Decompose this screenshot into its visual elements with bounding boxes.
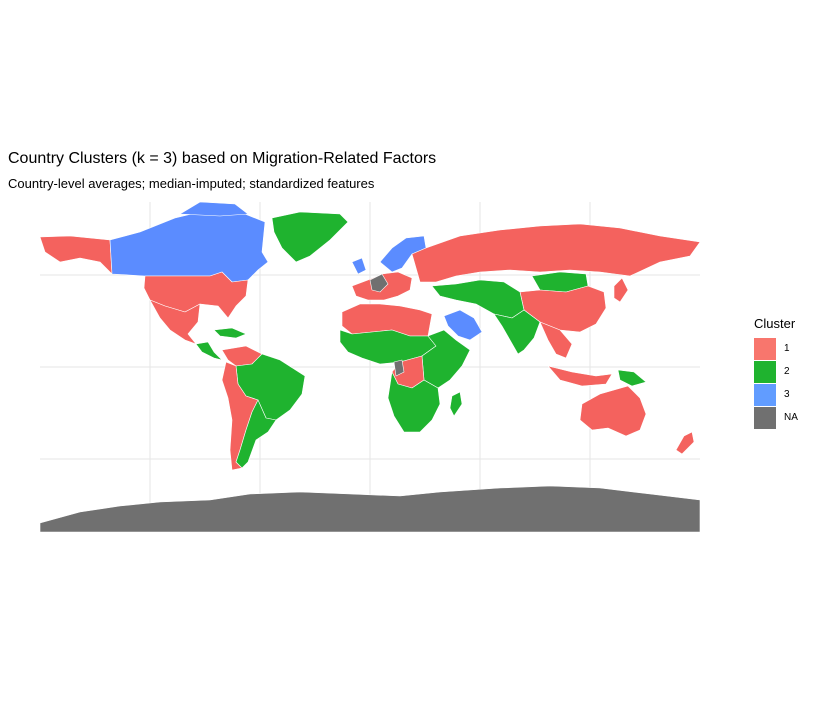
region-antarctica bbox=[39, 485, 701, 533]
legend-label-1: 1 bbox=[784, 343, 790, 354]
region-japan bbox=[613, 277, 629, 303]
region-germany bbox=[369, 273, 389, 293]
region-canada bbox=[109, 211, 269, 283]
chart-title: Country Clusters (k = 3) based on Migrat… bbox=[8, 150, 437, 167]
region-russia bbox=[411, 223, 701, 283]
region-new-guinea bbox=[617, 369, 647, 387]
legend-label-3: 3 bbox=[784, 389, 790, 400]
region-madagascar bbox=[449, 391, 463, 417]
chart-subtitle: Country-level averages; median-imputed; … bbox=[8, 176, 375, 191]
legend-item: NA bbox=[754, 406, 798, 429]
legend-title: Cluster bbox=[754, 316, 796, 331]
region-canada-islands bbox=[179, 201, 249, 217]
region-southern-africa bbox=[387, 371, 441, 433]
legend-label-na: NA bbox=[784, 412, 798, 423]
legend-item: 3 bbox=[754, 383, 798, 406]
legend-item: 1 bbox=[754, 337, 798, 360]
region-southern-cone bbox=[235, 399, 277, 469]
region-middle-east-2 bbox=[431, 279, 525, 319]
region-central-america bbox=[195, 341, 223, 361]
region-iceland-uk bbox=[351, 257, 367, 275]
legend-swatch-3 bbox=[754, 383, 776, 406]
region-saudi-arabia bbox=[443, 309, 483, 341]
region-caribbean bbox=[213, 327, 247, 339]
region-india bbox=[493, 309, 541, 355]
region-east-africa bbox=[421, 329, 471, 389]
region-mexico bbox=[149, 299, 201, 345]
legend-swatch-1 bbox=[754, 337, 776, 360]
region-australia bbox=[579, 385, 647, 437]
region-congo-na bbox=[393, 359, 405, 377]
region-alaska bbox=[39, 235, 113, 275]
region-indonesia bbox=[547, 365, 613, 387]
legend: Cluster 1 2 3 NA bbox=[754, 316, 798, 429]
legend-label-2: 2 bbox=[784, 366, 790, 377]
legend-swatch-2 bbox=[754, 360, 776, 383]
region-southeast-asia bbox=[539, 321, 573, 359]
legend-item: 2 bbox=[754, 360, 798, 383]
region-new-zealand bbox=[675, 431, 695, 455]
legend-swatch-na bbox=[754, 406, 776, 429]
region-greenland bbox=[271, 211, 349, 263]
